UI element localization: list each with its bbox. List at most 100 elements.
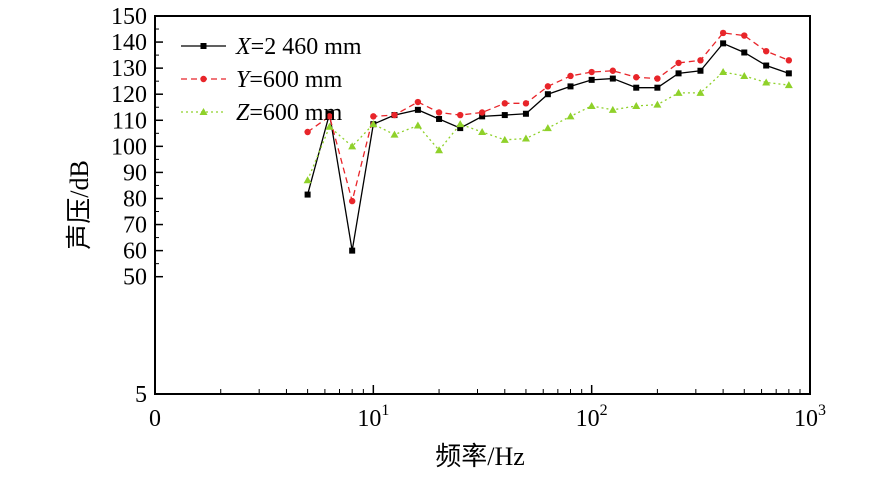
data-point-z <box>348 142 357 150</box>
y-tick-label: 80 <box>123 186 147 212</box>
y-tick-label: 120 <box>111 82 147 108</box>
x-tick-label: 101 <box>357 402 389 432</box>
data-point-x <box>567 83 574 90</box>
data-point-x <box>457 125 464 132</box>
legend-label: X=2 460 mm <box>235 34 362 60</box>
data-point-y <box>414 98 422 106</box>
legend-variable: Y <box>236 67 252 93</box>
data-point-x <box>304 191 311 198</box>
y-tick-label: 110 <box>112 108 147 134</box>
data-point-y <box>741 32 748 39</box>
data-point-x <box>588 76 595 83</box>
data-point-z <box>413 121 422 129</box>
series-line-y <box>307 32 790 204</box>
x-tick-exponent: 3 <box>818 402 826 419</box>
data-point-x <box>675 70 682 77</box>
legend-value: =600 mm <box>249 67 342 93</box>
legend: X=2 460 mmY=600 mmZ=600 mm <box>181 34 362 126</box>
data-point-z <box>303 176 312 184</box>
series-layer <box>303 29 793 254</box>
data-point-z <box>587 101 596 109</box>
data-point-z <box>435 146 444 154</box>
data-point-y <box>457 111 464 119</box>
x-tick-base: 0 <box>149 406 161 432</box>
y-tick-label: 70 <box>123 213 147 239</box>
y-tick-label: 130 <box>111 56 147 82</box>
data-point-y <box>762 47 770 55</box>
data-point-z <box>500 135 509 143</box>
data-point-y <box>697 57 704 64</box>
data-point-y <box>326 113 333 120</box>
data-point-y <box>391 111 398 119</box>
data-point-z <box>674 88 683 96</box>
x-tick-label: 103 <box>794 402 826 432</box>
legend-variable: X <box>235 34 252 60</box>
data-point-z <box>632 101 641 109</box>
x-tick-label: 0 <box>149 406 161 432</box>
data-point-y <box>719 29 727 37</box>
data-point-x <box>609 75 616 82</box>
legend-marker <box>199 108 208 115</box>
data-point-y <box>370 113 377 120</box>
y-tick-label: 90 <box>123 160 147 186</box>
y-axis-title: 声压/dB <box>65 160 94 250</box>
data-point-y <box>304 128 311 136</box>
legend-marker <box>200 75 207 83</box>
series-y <box>304 29 793 205</box>
data-point-z <box>762 78 771 86</box>
legend-variable: Z <box>236 100 250 126</box>
data-point-z <box>456 120 465 128</box>
data-point-y <box>785 57 793 64</box>
data-point-x <box>633 84 640 91</box>
data-point-x <box>720 40 727 47</box>
data-point-x <box>414 106 421 113</box>
legend-label: Y=600 mm <box>236 67 343 93</box>
legend-label: Z=600 mm <box>236 100 343 126</box>
data-point-x <box>741 49 748 56</box>
data-point-x <box>436 115 443 122</box>
x-tick-base: 10 <box>357 406 381 432</box>
y-tick-label: 50 <box>123 265 147 291</box>
data-point-z <box>566 112 575 120</box>
data-point-y <box>522 100 530 107</box>
series-line-x <box>306 42 790 251</box>
data-point-y <box>348 197 356 205</box>
data-point-y <box>675 59 682 67</box>
data-point-y <box>588 68 595 76</box>
y-tick-label: 150 <box>111 4 147 30</box>
data-point-y <box>478 109 486 116</box>
legend-marker <box>200 43 207 49</box>
data-point-y <box>654 75 661 82</box>
data-point-z <box>478 128 487 136</box>
x-tick-exponent: 2 <box>600 402 608 419</box>
data-point-x <box>785 70 792 77</box>
series-z <box>303 68 793 184</box>
data-point-y <box>609 67 617 74</box>
data-point-x <box>349 247 356 254</box>
x-tick-base: 10 <box>576 406 600 432</box>
data-point-y <box>435 109 443 116</box>
data-point-z <box>784 81 793 89</box>
data-point-x <box>654 84 661 91</box>
x-tick-exponent: 1 <box>381 402 389 419</box>
data-point-x <box>522 110 529 117</box>
x-axis-title: 频率/Hz <box>435 442 525 471</box>
data-point-z <box>719 68 728 76</box>
data-point-x <box>479 113 486 120</box>
data-point-z <box>653 100 662 108</box>
plot-area-frame <box>154 15 811 395</box>
data-point-x <box>763 62 770 69</box>
y-tick-label: 140 <box>111 30 147 56</box>
data-point-y <box>567 72 574 80</box>
legend-value: =600 mm <box>249 100 342 126</box>
data-point-x <box>544 91 551 98</box>
data-point-y <box>633 74 640 81</box>
data-point-z <box>325 122 334 130</box>
series-x <box>304 40 792 254</box>
data-point-y <box>544 83 552 90</box>
data-point-y <box>501 100 508 107</box>
data-point-x <box>697 67 704 74</box>
x-tick-base: 10 <box>794 406 818 432</box>
